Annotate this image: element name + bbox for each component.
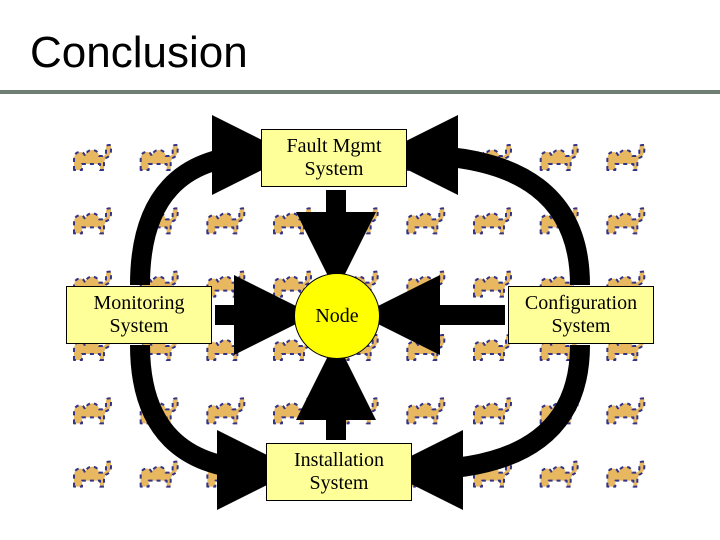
edge-configuration-to-fault bbox=[410, 155, 580, 285]
slide: Conclusion Fault MgmtSystem MonitoringSy… bbox=[0, 0, 720, 540]
configuration-box: ConfigurationSystem bbox=[508, 286, 654, 344]
monitoring-box: MonitoringSystem bbox=[66, 286, 212, 344]
page-title: Conclusion bbox=[30, 28, 248, 78]
monitoring-label: MonitoringSystem bbox=[93, 292, 184, 338]
node-label: Node bbox=[315, 305, 358, 328]
fault-mgmt-label: Fault MgmtSystem bbox=[286, 135, 381, 181]
installation-box: InstallationSystem bbox=[266, 443, 412, 501]
edge-monitoring-to-fault bbox=[140, 155, 260, 285]
edge-monitoring-to-installation bbox=[140, 345, 265, 470]
configuration-label: ConfigurationSystem bbox=[525, 292, 637, 338]
edge-configuration-to-installation bbox=[415, 345, 580, 470]
title-underline bbox=[0, 90, 720, 94]
fault-mgmt-box: Fault MgmtSystem bbox=[261, 129, 407, 187]
installation-label: InstallationSystem bbox=[294, 449, 384, 495]
node-circle: Node bbox=[294, 273, 380, 359]
